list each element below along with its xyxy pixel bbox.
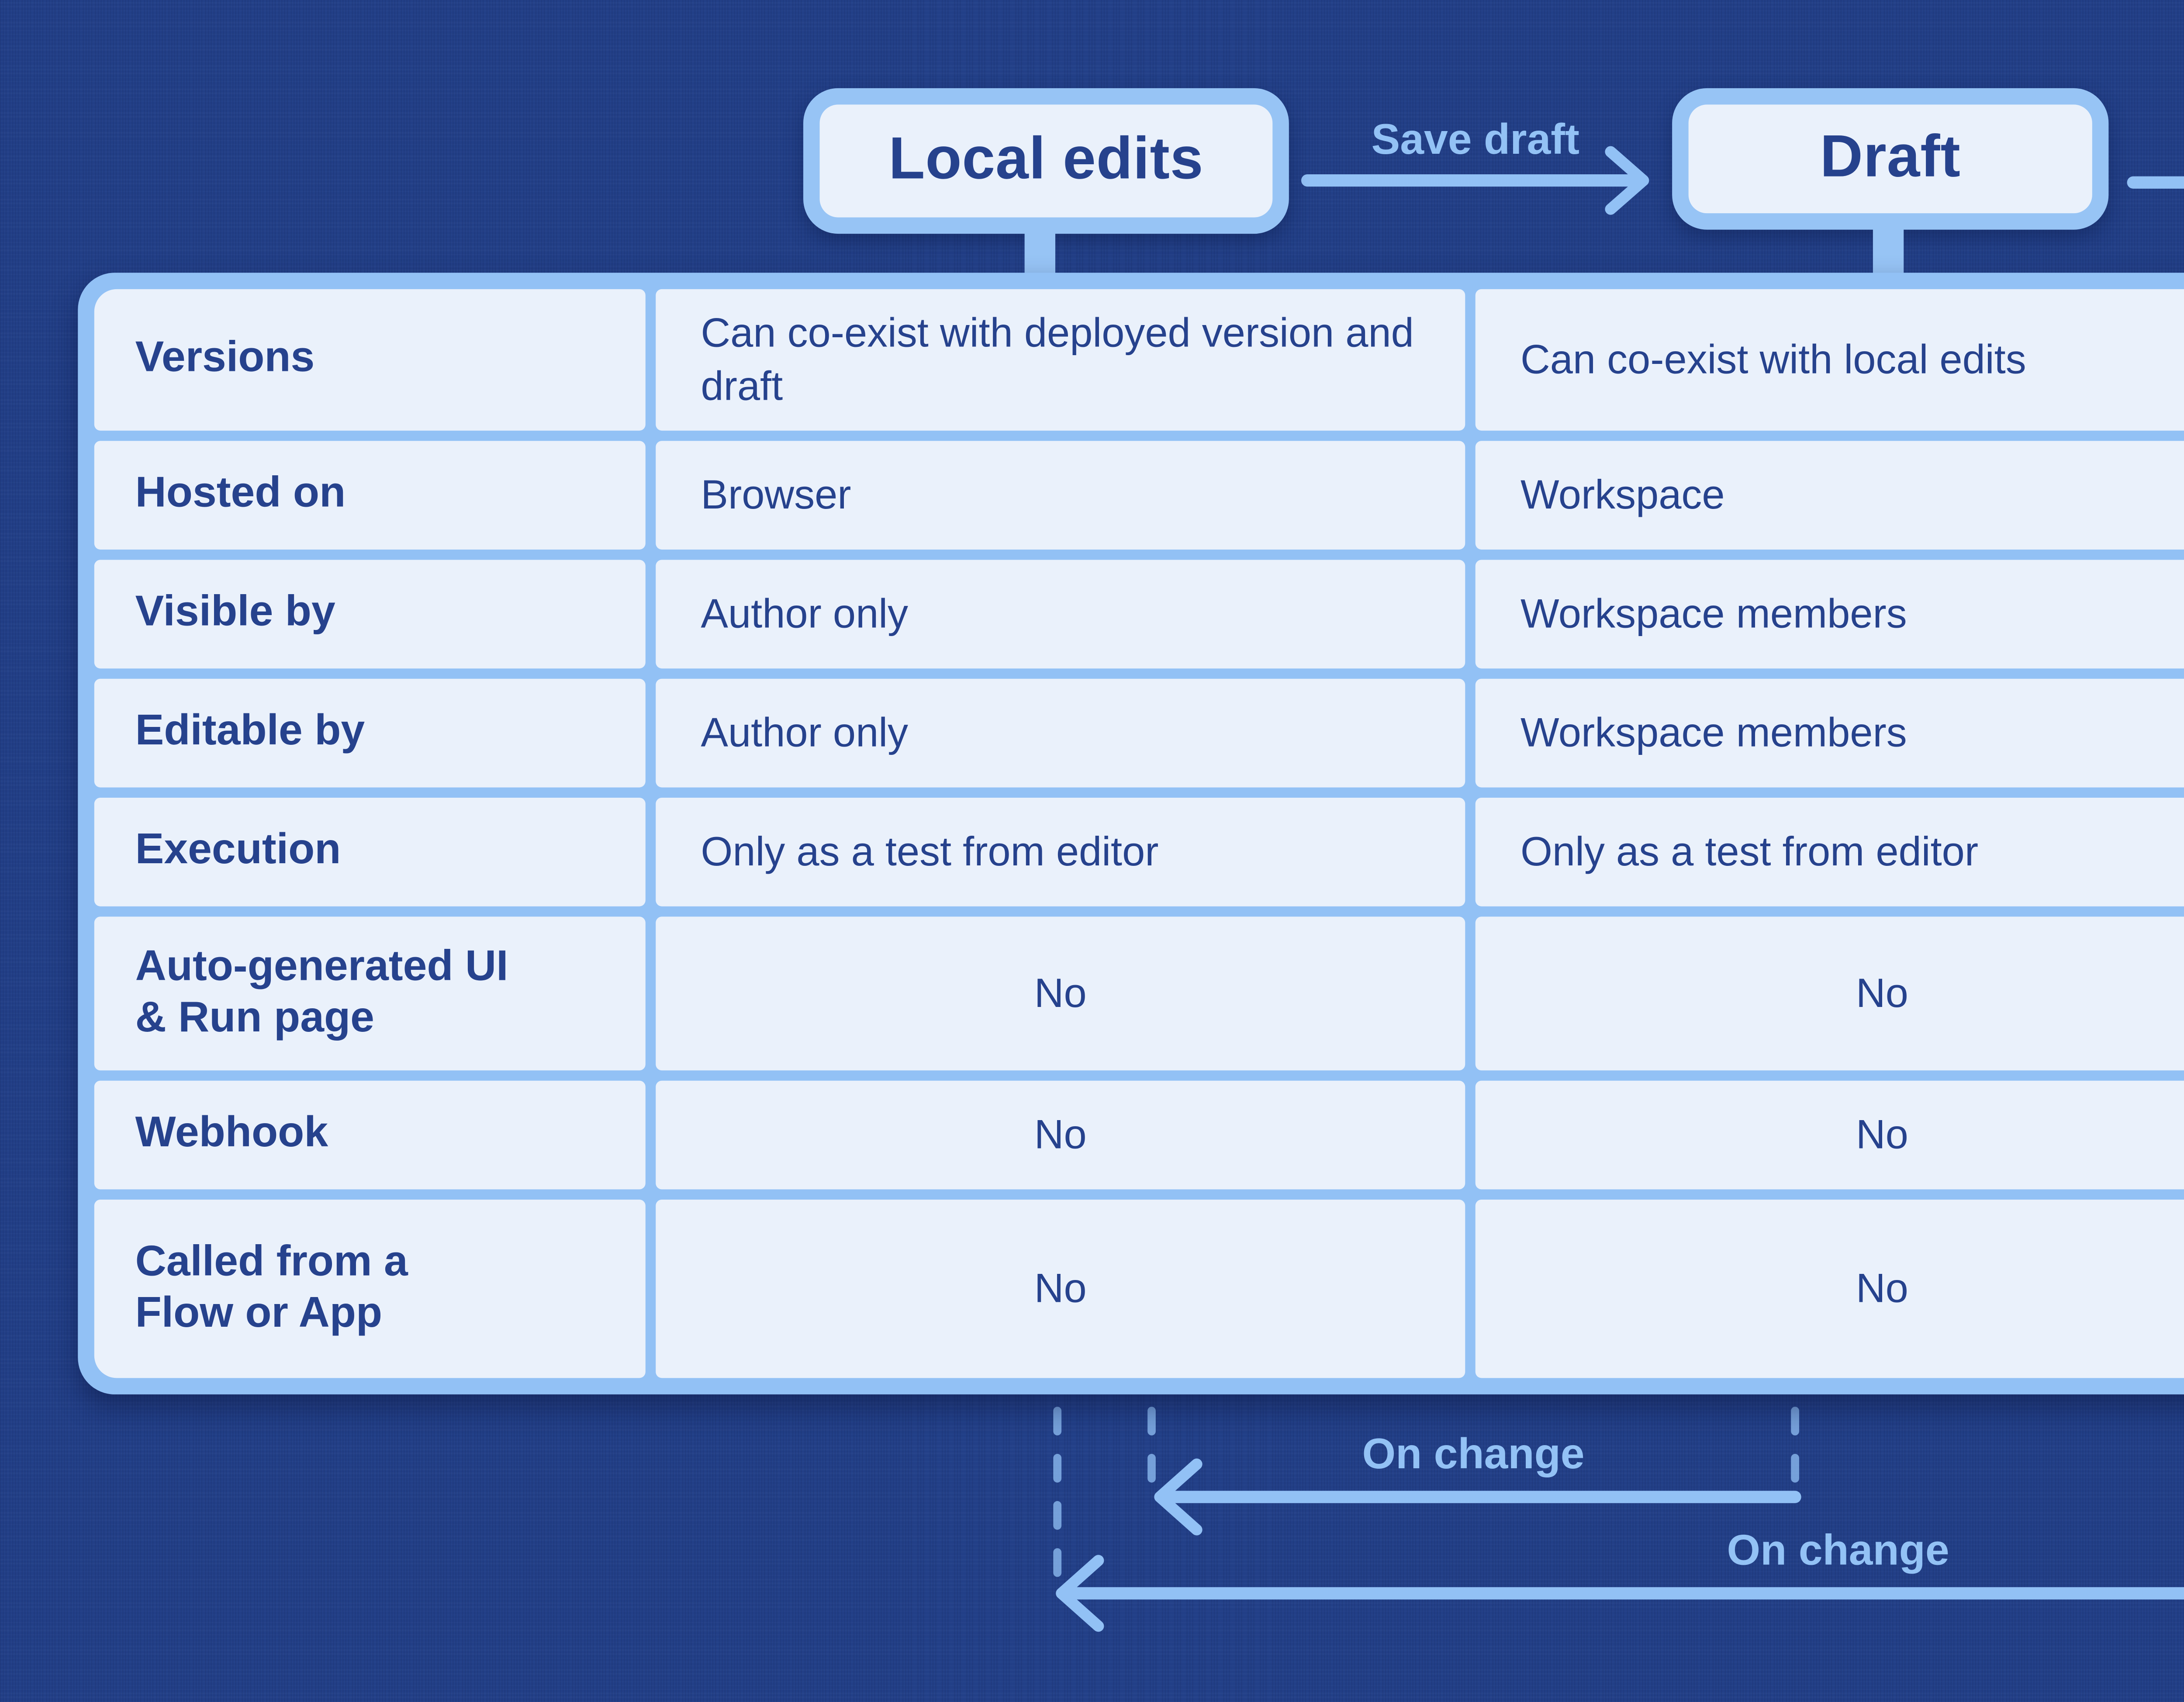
row-label-versions: Versions (94, 289, 646, 431)
cell-execution-draft: Only as a test from editor (1475, 797, 2184, 906)
cell-webhook-draft: No (1475, 1080, 2184, 1190)
on-change-label-deployed: On change (1727, 1528, 1949, 1575)
cell-editable-local: Author only (656, 678, 1465, 788)
cell-versions-local: Can co-exist with deployed version and d… (656, 289, 1465, 431)
transition-label-deploy: Deploy (2094, 119, 2184, 168)
cell-called-local: No (656, 1199, 1465, 1378)
cell-auto-ui-local: No (656, 917, 1465, 1071)
cell-visible-local: Author only (656, 560, 1465, 669)
cell-hosted-local: Browser (656, 441, 1465, 550)
cell-hosted-draft: Workspace (1475, 441, 2184, 550)
transition-label-save-draft: Save draft (1371, 117, 1579, 164)
row-label-execution: Execution (94, 797, 646, 906)
row-label-hosted-on: Hosted on (94, 441, 646, 550)
row-label-auto-ui: Auto-generated UI & Run page (94, 917, 646, 1071)
cell-versions-draft: Can co-exist with local edits (1475, 289, 2184, 431)
stem-draft (1873, 225, 1904, 279)
cell-called-draft: No (1475, 1199, 2184, 1378)
cell-visible-draft: Workspace members (1475, 560, 2184, 669)
cell-webhook-local: No (656, 1080, 1465, 1190)
cell-editable-draft: Workspace members (1475, 678, 2184, 788)
comparison-table: Versions Can co-exist with deployed vers… (78, 273, 2184, 1394)
row-label-visible-by: Visible by (94, 560, 646, 669)
cell-execution-local: Only as a test from editor (656, 797, 1465, 906)
row-label-webhook: Webhook (94, 1080, 646, 1190)
row-label-called-from: Called from a Flow or App (94, 1199, 646, 1378)
state-box-local-edits: Local edits (803, 88, 1289, 234)
state-box-draft: Draft (1672, 88, 2109, 230)
on-change-arrowhead-draft-icon (1154, 1458, 1203, 1536)
cell-auto-ui-draft: No (1475, 917, 2184, 1071)
state-box-draft-label: Draft (1820, 125, 1961, 191)
stem-local-edits (1024, 229, 1056, 279)
row-label-editable-by: Editable by (94, 678, 646, 788)
on-change-label-draft: On change (1362, 1431, 1585, 1479)
on-change-arrowhead-deployed-icon (1056, 1555, 1104, 1632)
state-box-local-edits-label: Local edits (888, 127, 1204, 193)
